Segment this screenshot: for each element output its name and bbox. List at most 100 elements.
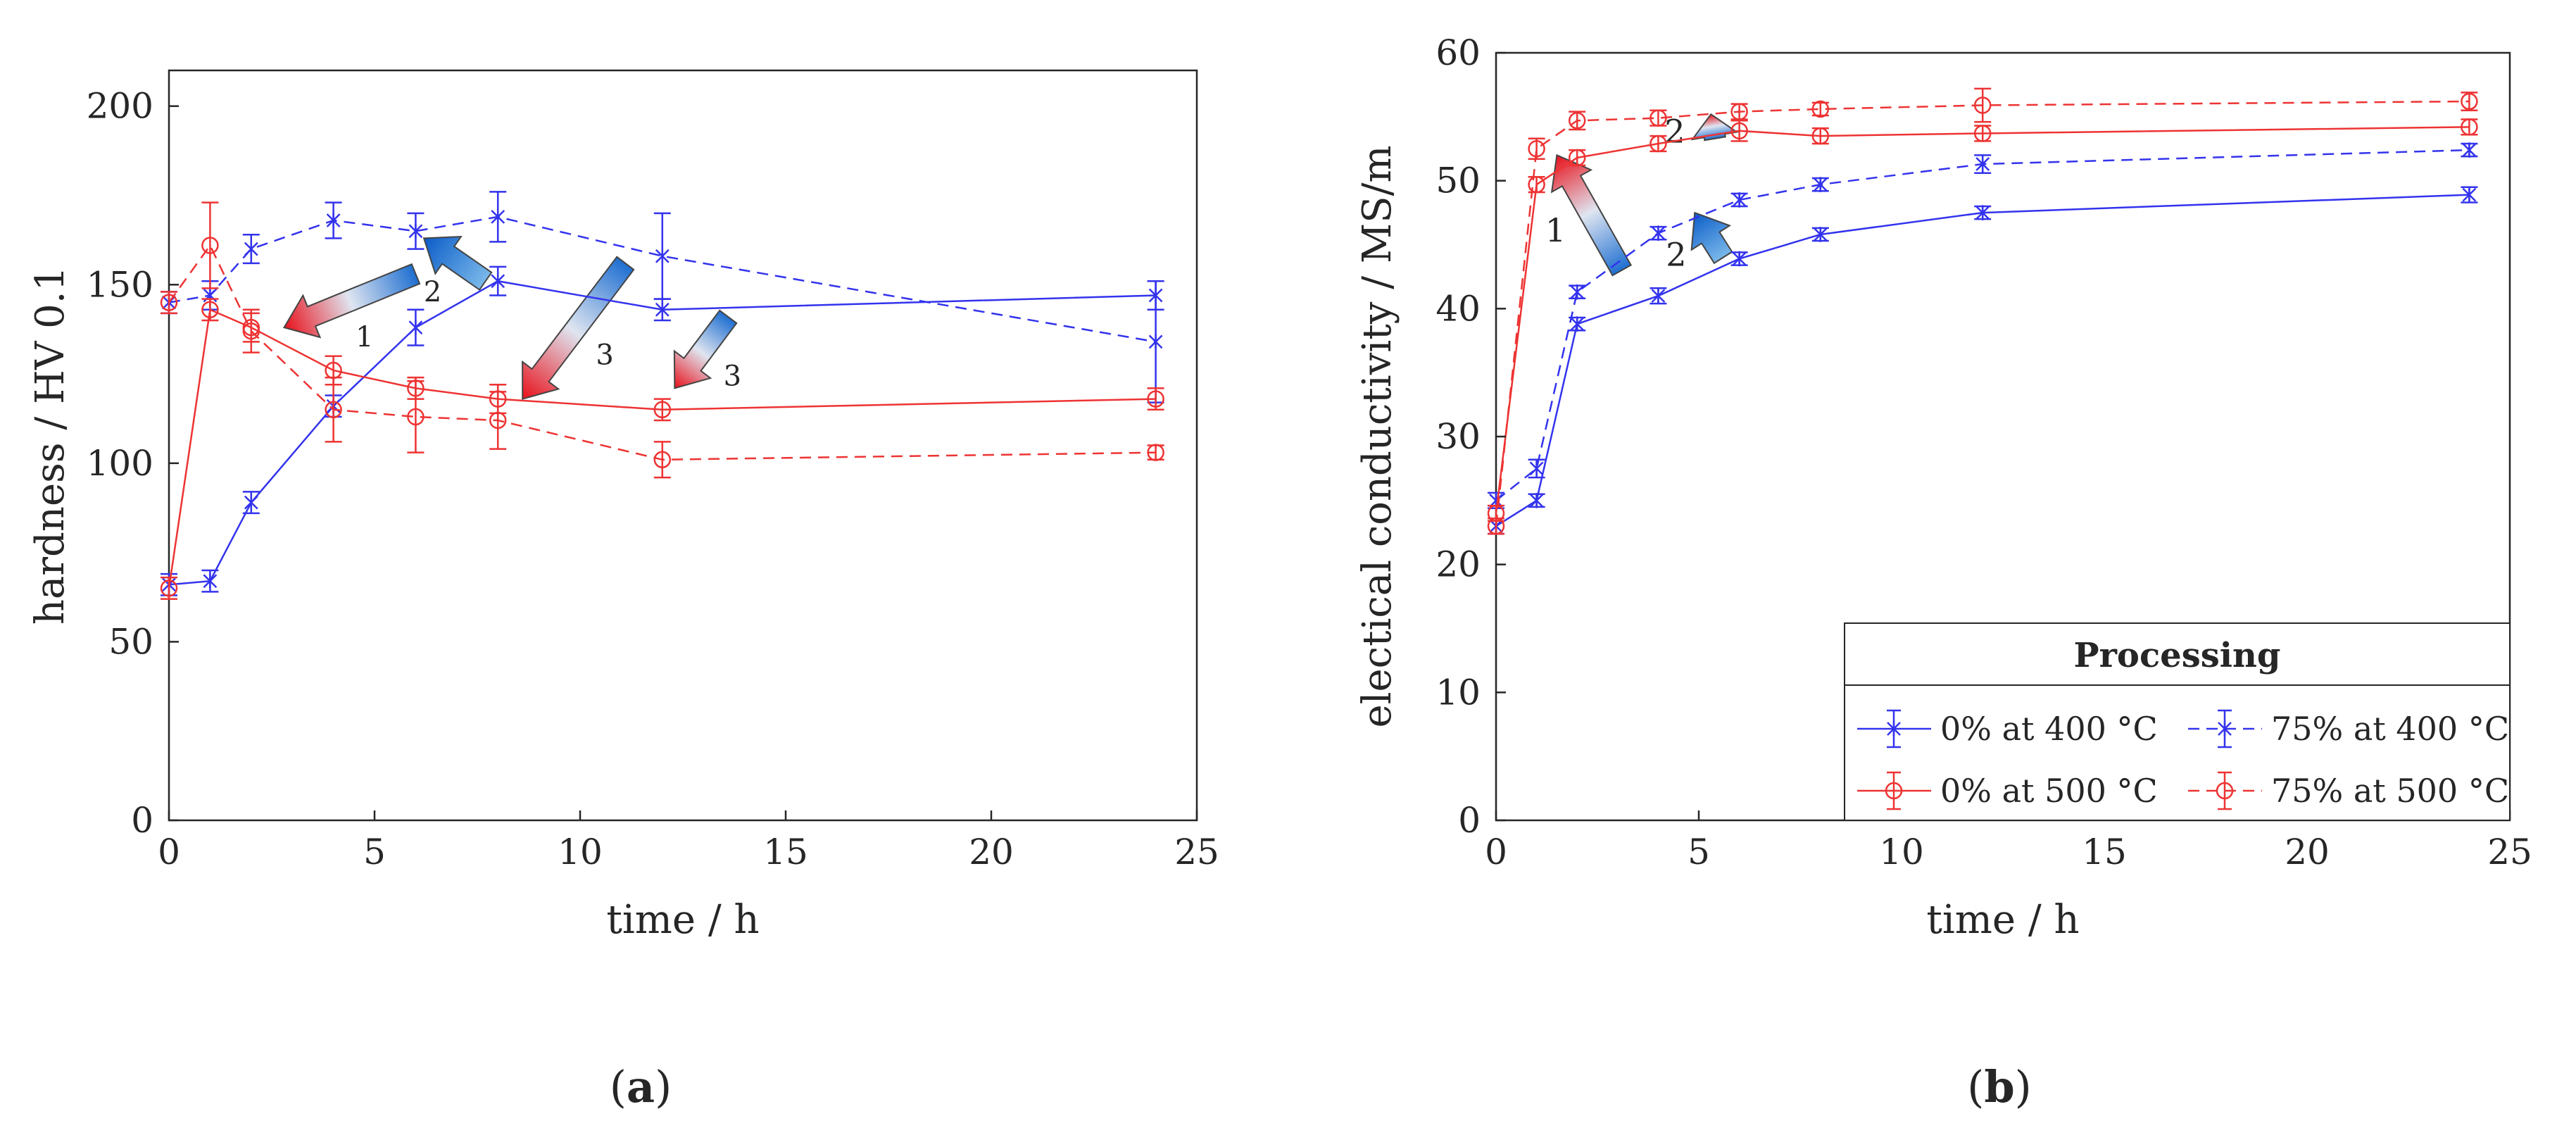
chart-panel-a: 1 2 3 3 0 5 10 15 20 25 0 50 100 150 200 time / h har…: [27, 69, 1219, 1113]
panel-letter: a: [627, 1061, 655, 1113]
data-point-marker: [160, 580, 178, 597]
data-point-marker: [1529, 461, 1544, 477]
data-point-marker: [653, 401, 672, 419]
data-point-marker: [2216, 782, 2234, 800]
data-point-marker: [1973, 125, 1992, 142]
annotation-label: 2: [1666, 235, 1686, 273]
legend-box: [1844, 622, 2511, 821]
x-tick-label: 15: [2082, 832, 2127, 872]
data-point-marker: [1813, 177, 1828, 192]
x-tick-label: 10: [1879, 832, 1924, 872]
annotation-arrow: [1690, 211, 1733, 265]
data-point-marker: [326, 213, 341, 228]
x-tick-label: 20: [2285, 832, 2330, 872]
y-tick-label: 20: [1435, 544, 1481, 585]
axis-ticks: 0 5 10 15 20 25 0 50 100 150 200: [87, 86, 1219, 872]
data-point-marker: [2462, 187, 2477, 203]
annotation-label: 2: [1664, 113, 1685, 151]
data-point-marker: [408, 223, 423, 239]
data-point-marker: [160, 294, 178, 311]
plot-frame: [168, 69, 1198, 822]
y-tick-label: 150: [87, 264, 153, 305]
x-tick-label: 25: [1174, 832, 1219, 872]
annotation-label: 1: [356, 321, 373, 353]
x-tick-label: 5: [1688, 832, 1710, 872]
data-point-marker: [655, 248, 670, 264]
data-point-marker: [1813, 227, 1828, 242]
data-point-marker: [655, 301, 670, 318]
annotation-layer: 1 2 2: [1545, 113, 1739, 277]
x-tick-label: 20: [969, 832, 1014, 872]
data-point-marker: [242, 322, 260, 340]
error-bar: [1528, 137, 1545, 161]
annotation-label: 3: [596, 339, 613, 371]
error-bar: [489, 391, 507, 450]
data-point-marker: [2461, 92, 2478, 111]
data-point-marker: [2461, 118, 2478, 136]
y-tick-label: 100: [87, 443, 153, 484]
error-bar: [201, 201, 219, 289]
data-point-marker: [203, 573, 218, 589]
data-point-marker: [1570, 316, 1585, 332]
data-point-marker: [1732, 192, 1747, 208]
annotation-label: 3: [724, 361, 741, 393]
data-point-marker: [201, 301, 219, 319]
chart-panel-b: 1 2 2 0 5 10 15 20 25 0 10 20 30 40 50 60 time / h ele…: [1355, 32, 2532, 1113]
data-point-marker: [1973, 96, 1992, 114]
data-point-marker: [201, 237, 219, 254]
legend-title: Processing: [2074, 636, 2281, 675]
y-tick-label: 60: [1435, 32, 1481, 73]
annotation-label: 2: [424, 276, 441, 308]
panel-label: (b): [1967, 1061, 2032, 1113]
y-tick-label: 50: [1435, 161, 1481, 201]
y-tick-label: 10: [1435, 672, 1481, 713]
error-bar: [1974, 87, 1992, 123]
series-line: [168, 280, 1156, 586]
series-2: [1488, 142, 2478, 509]
axis-ticks: 0 5 10 15 20 25 0 10 20 30 40 50 60: [1435, 32, 2532, 872]
data-point-marker: [1651, 225, 1666, 241]
error-bar: [653, 441, 671, 479]
y-tick-label: 0: [1458, 800, 1481, 841]
y-tick-label: 0: [131, 800, 153, 841]
data-point-marker: [491, 273, 505, 289]
error-bar: [1730, 120, 1748, 142]
y-tick-label: 30: [1435, 416, 1481, 457]
series-line: [1495, 126, 2470, 514]
series-3: [1487, 118, 2478, 522]
series-2: [161, 191, 1164, 403]
annotation-layer: 1 2 3 3: [282, 235, 741, 400]
error-bar: [325, 376, 342, 443]
data-point-marker: [1811, 127, 1830, 145]
series-layer: [1487, 87, 2478, 535]
panel-letter: b: [1984, 1061, 2014, 1113]
legend-entry: 0% at 500 °C: [1857, 771, 2158, 810]
x-tick-label: 10: [558, 832, 603, 872]
error-bar: [2461, 92, 2478, 111]
data-point-marker: [1811, 100, 1830, 118]
x-axis-label: time / h: [606, 897, 759, 943]
data-point-marker: [1570, 284, 1585, 300]
annotation-arrow: [422, 235, 493, 291]
x-tick-label: 15: [763, 832, 808, 872]
y-axis-label: hardness / HV 0.1: [27, 266, 73, 625]
data-point-marker: [1975, 205, 1990, 220]
y-tick-label: 40: [1435, 288, 1481, 329]
data-point-marker: [1528, 175, 1545, 194]
y-axis-label: electical conductivity / MS/m: [1355, 145, 1400, 727]
legend-label: 75% at 500 °C: [2271, 772, 2509, 810]
series-line: [168, 244, 1156, 461]
data-point-marker: [2218, 721, 2232, 737]
data-point-marker: [1730, 103, 1748, 120]
data-point-marker: [1650, 109, 1667, 127]
series-line: [168, 215, 1156, 343]
data-point-marker: [1568, 149, 1586, 167]
data-point-marker: [325, 401, 342, 419]
error-bar: [1569, 111, 1586, 131]
data-point-marker: [1148, 334, 1163, 350]
x-tick-label: 25: [2487, 832, 2532, 872]
data-point-marker: [1730, 122, 1748, 140]
legend-label: 0% at 500 °C: [1940, 772, 2158, 810]
legend-entry: 0% at 400 °C: [1857, 709, 2158, 748]
